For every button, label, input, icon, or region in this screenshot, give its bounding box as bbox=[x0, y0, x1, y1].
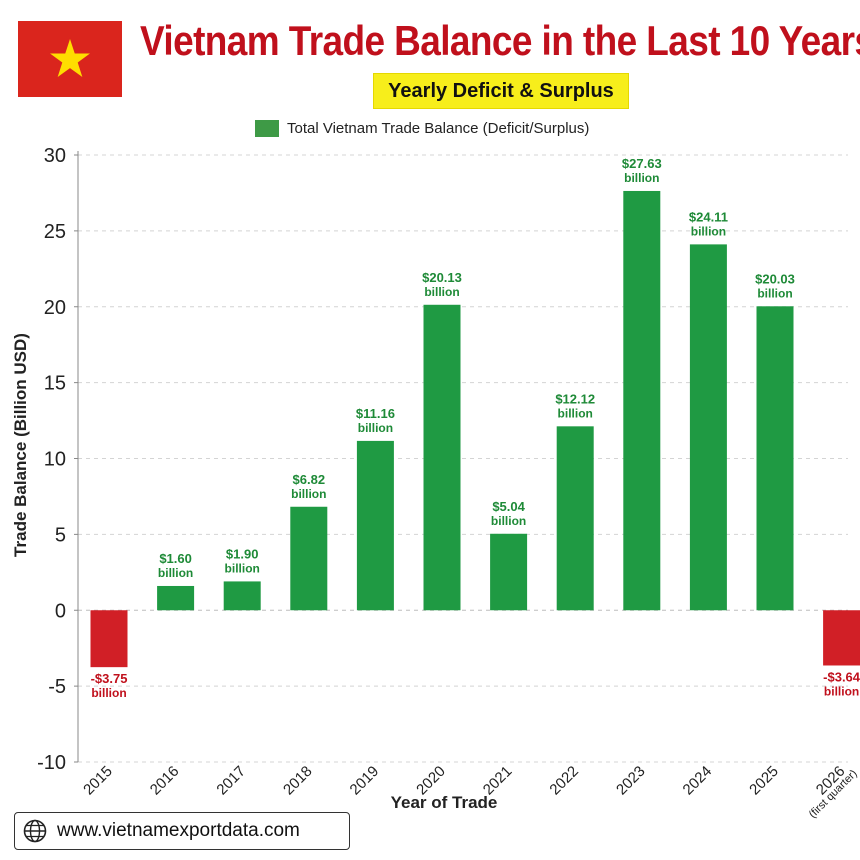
y-tick-label: -5 bbox=[48, 676, 66, 698]
data-label-value: $1.90 bbox=[226, 546, 259, 561]
data-label-unit: billion bbox=[691, 224, 726, 238]
x-tick-label: 2023 bbox=[613, 763, 649, 799]
bar-2015 bbox=[90, 610, 128, 668]
data-label-value: $1.60 bbox=[159, 551, 192, 566]
data-label-value: -$3.64 bbox=[823, 669, 860, 684]
data-label-unit: billion bbox=[491, 514, 526, 528]
bar-2022 bbox=[556, 426, 594, 611]
data-label-value: $24.11 bbox=[689, 209, 728, 224]
x-tick-label: 2019 bbox=[347, 763, 383, 799]
x-tick-label: 2022 bbox=[546, 763, 582, 799]
x-tick-label: 2018 bbox=[280, 763, 316, 799]
y-tick-label: 20 bbox=[44, 297, 66, 319]
globe-icon bbox=[23, 819, 47, 843]
legend-label: Total Vietnam Trade Balance (Deficit/Sur… bbox=[287, 119, 590, 137]
x-tick-label: 2024 bbox=[680, 763, 716, 799]
data-label-value: $20.03 bbox=[755, 271, 795, 286]
data-label-unit: billion bbox=[158, 566, 193, 580]
x-tick-label: 2017 bbox=[213, 763, 249, 799]
data-label-unit: billion bbox=[624, 171, 659, 185]
data-label-unit: billion bbox=[91, 686, 126, 700]
bar-2026 bbox=[823, 610, 860, 666]
website-url[interactable]: www.vietnamexportdata.com bbox=[57, 820, 300, 841]
data-label-value: $27.63 bbox=[622, 156, 662, 171]
x-tick-label: 2025 bbox=[746, 763, 782, 799]
data-label-value: -$3.75 bbox=[91, 671, 128, 686]
y-tick-label: 15 bbox=[44, 373, 66, 395]
chart-subtitle: Yearly Deficit & Surplus bbox=[373, 73, 629, 109]
bar-2020 bbox=[423, 304, 461, 611]
data-label-unit: billion bbox=[824, 684, 859, 698]
data-label-unit: billion bbox=[291, 487, 326, 501]
data-label-value: $20.13 bbox=[422, 270, 462, 285]
data-label-value: $6.82 bbox=[293, 472, 326, 487]
y-tick-label: 25 bbox=[44, 221, 66, 243]
page-title: Vietnam Trade Balance in the Last 10 Yea… bbox=[140, 18, 860, 64]
website-footer[interactable]: www.vietnamexportdata.com bbox=[14, 812, 350, 850]
x-tick-label: 2015 bbox=[80, 763, 116, 799]
legend-swatch bbox=[255, 119, 279, 137]
bar-2016 bbox=[157, 585, 195, 611]
bar-2025 bbox=[756, 306, 794, 611]
vietnam-flag-icon bbox=[18, 21, 122, 97]
bar-2021 bbox=[490, 533, 528, 611]
y-axis-label: Trade Balance (Billion USD) bbox=[11, 333, 30, 557]
chart-legend: Total Vietnam Trade Balance (Deficit/Sur… bbox=[255, 118, 589, 138]
y-tick-label: 5 bbox=[55, 524, 66, 546]
data-label-unit: billion bbox=[558, 406, 593, 420]
y-tick-label: 30 bbox=[44, 145, 66, 167]
x-axis-label: Year of Trade bbox=[391, 793, 498, 812]
bar-2024 bbox=[689, 244, 727, 611]
bar-2019 bbox=[356, 440, 394, 611]
data-label-unit: billion bbox=[424, 285, 459, 299]
data-label-value: $11.16 bbox=[356, 406, 395, 421]
data-label-value: $5.04 bbox=[492, 499, 525, 514]
bar-2023 bbox=[623, 190, 661, 611]
data-label-unit: billion bbox=[225, 561, 260, 575]
bar-2018 bbox=[290, 506, 328, 611]
y-tick-label: 0 bbox=[55, 600, 66, 622]
data-label-value: $12.12 bbox=[555, 391, 595, 406]
data-label-unit: billion bbox=[358, 421, 393, 435]
y-tick-label: -10 bbox=[37, 752, 66, 774]
y-tick-label: 10 bbox=[44, 449, 66, 471]
data-label-unit: billion bbox=[757, 286, 792, 300]
bar-2017 bbox=[223, 581, 261, 611]
x-tick-label: 2016 bbox=[147, 763, 183, 799]
